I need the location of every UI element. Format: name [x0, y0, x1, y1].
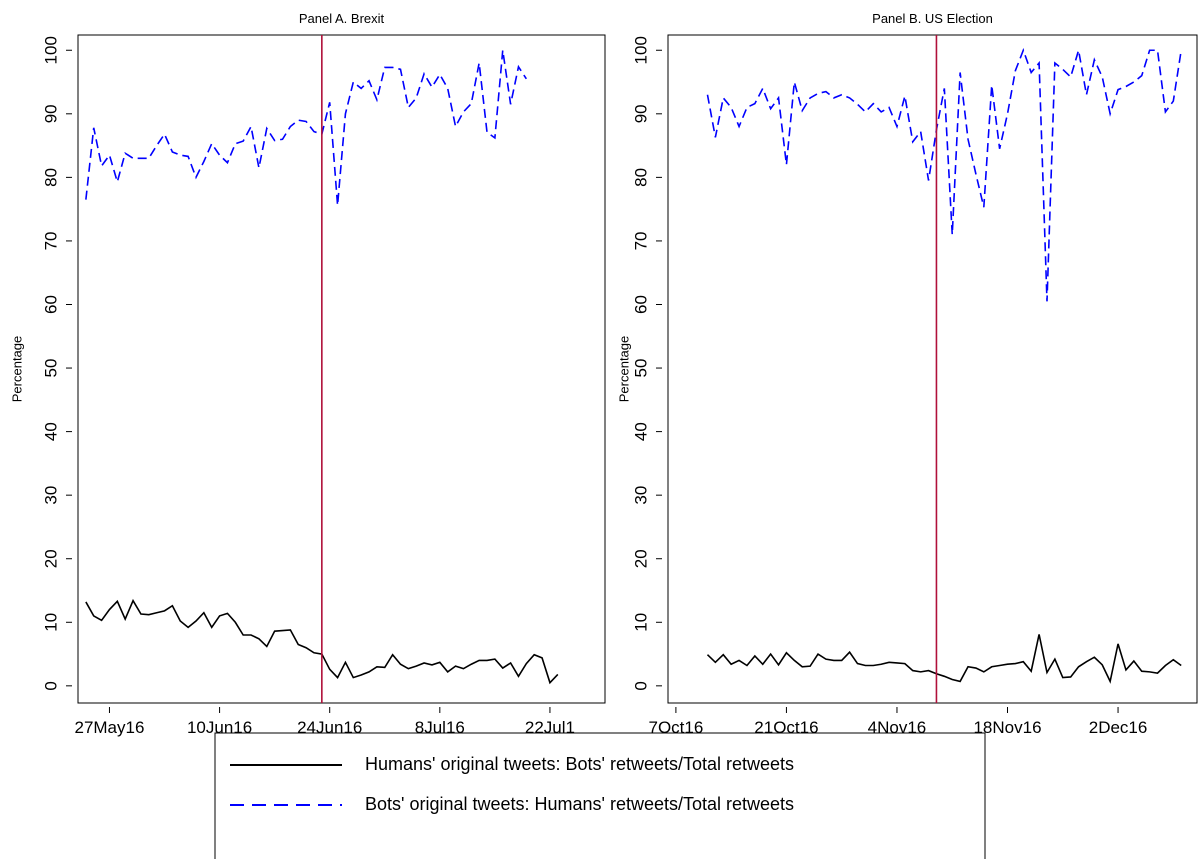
- y-tick-label: 30: [41, 486, 60, 505]
- y-tick-label: 10: [631, 613, 650, 632]
- legend-label: Bots' original tweets: Humans' retweets/…: [365, 794, 794, 814]
- y-tick-label: 10: [41, 613, 60, 632]
- panel-title: Panel B. US Election: [872, 11, 993, 26]
- series-line: [706, 47, 1183, 302]
- plot-frame: [667, 34, 1198, 704]
- legend-label: Humans' original tweets: Bots' retweets/…: [365, 754, 794, 774]
- y-axis-label: Percentage: [9, 336, 24, 403]
- x-tick-label: 7Oct16: [648, 718, 703, 737]
- x-tick-label: 4Nov16: [868, 718, 927, 737]
- x-tick-label: 27May16: [74, 718, 144, 737]
- y-tick-label: 60: [631, 295, 650, 314]
- plot-frame: [77, 34, 606, 704]
- y-tick-label: 90: [631, 104, 650, 123]
- y-tick-label: 80: [631, 168, 650, 187]
- y-tick-label: 70: [41, 231, 60, 250]
- panel-title: Panel A. Brexit: [299, 11, 385, 26]
- y-axis-label: Percentage: [616, 336, 631, 403]
- x-tick-label: 21Oct16: [754, 718, 818, 737]
- y-tick-label: 40: [41, 422, 60, 441]
- y-tick-label: 20: [41, 549, 60, 568]
- x-tick-label: 10Jun16: [187, 718, 252, 737]
- x-tick-label: 18Nov16: [973, 718, 1041, 737]
- series-line: [706, 634, 1182, 684]
- y-tick-label: 0: [41, 681, 60, 690]
- x-tick-label: 24Jun16: [297, 718, 362, 737]
- x-tick-label: 2Dec16: [1089, 718, 1148, 737]
- y-tick-label: 0: [631, 681, 650, 690]
- x-tick-label: 8Jul16: [415, 718, 465, 737]
- y-tick-label: 100: [41, 36, 60, 64]
- y-tick-label: 100: [631, 36, 650, 64]
- y-tick-label: 70: [631, 231, 650, 250]
- y-tick-label: 50: [631, 359, 650, 378]
- y-tick-label: 90: [41, 104, 60, 123]
- y-tick-label: 80: [41, 168, 60, 187]
- y-tick-label: 60: [41, 295, 60, 314]
- series-line: [85, 50, 528, 206]
- plot-area: [706, 47, 1183, 684]
- x-tick-label: 22Jul1: [525, 718, 575, 737]
- y-tick-label: 20: [631, 549, 650, 568]
- y-tick-label: 50: [41, 359, 60, 378]
- y-tick-label: 40: [631, 422, 650, 441]
- legend-box: [214, 732, 986, 864]
- y-tick-label: 30: [631, 486, 650, 505]
